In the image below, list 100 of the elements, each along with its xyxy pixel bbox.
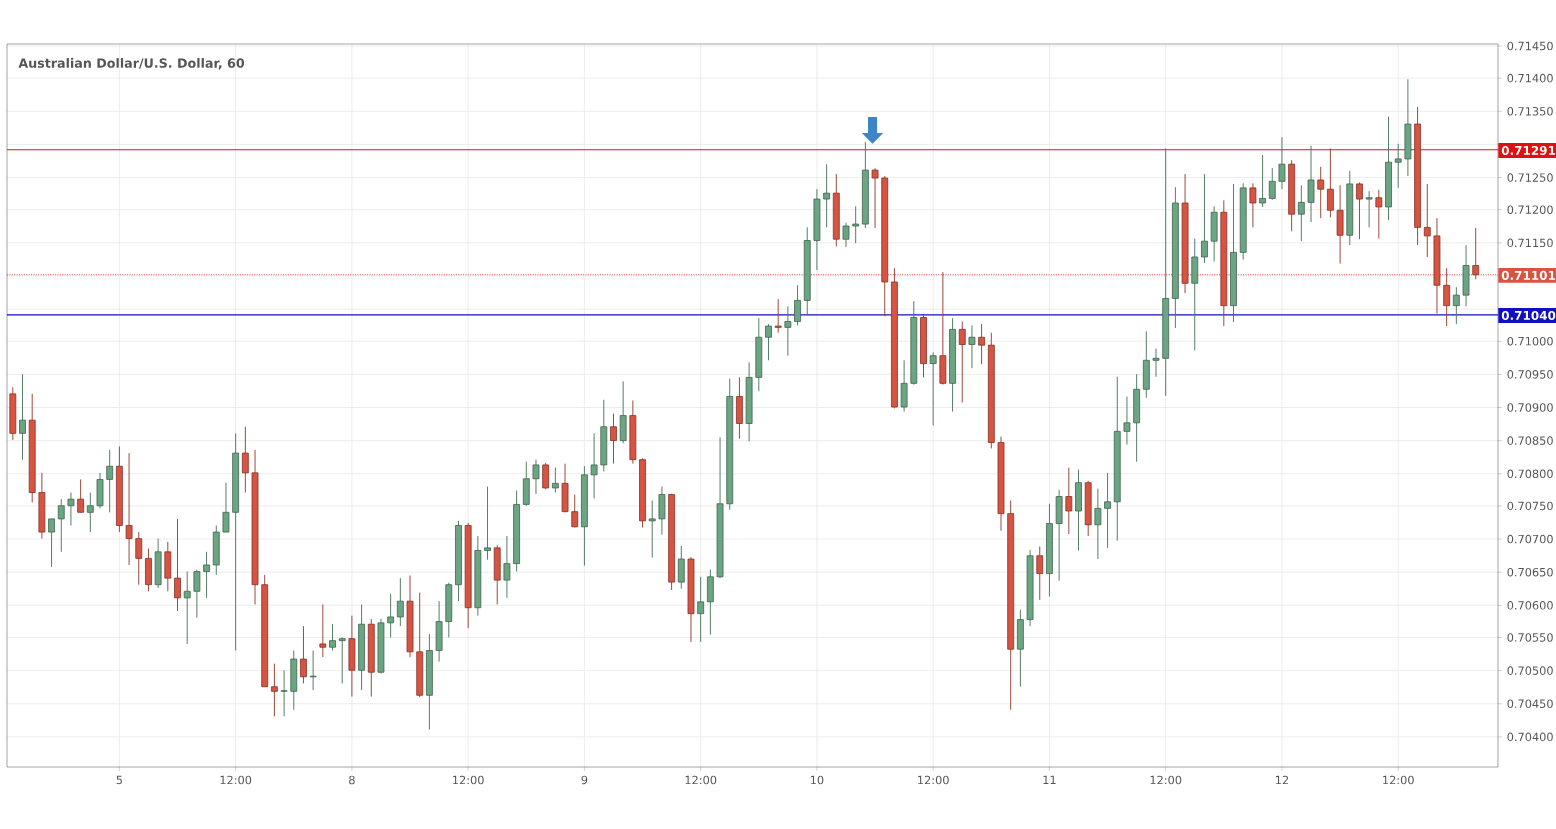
x-tick-label: 12:00 — [220, 775, 252, 785]
ref-line-label: 0.71101 — [1501, 270, 1556, 280]
x-tick-label: 8 — [349, 775, 355, 785]
candlestick — [135, 531, 143, 586]
candlestick — [1278, 136, 1286, 190]
candlestick — [241, 426, 249, 494]
candlestick — [300, 625, 307, 684]
y-tick-label: 0.70950 — [1507, 370, 1553, 379]
candlestick — [958, 321, 966, 403]
candlestick — [610, 413, 617, 465]
candlestick — [77, 478, 85, 513]
candlestick — [794, 284, 801, 326]
candlestick — [1356, 182, 1363, 240]
x-tick-label: 9 — [581, 775, 588, 785]
candlestick — [871, 167, 879, 229]
y-tick-label: 0.70700 — [1507, 534, 1553, 544]
candlestick — [774, 298, 782, 334]
candlestick — [106, 449, 114, 513]
y-tick-label: 0.70500 — [1507, 666, 1553, 675]
candlestick — [1307, 145, 1315, 223]
y-tick-label: 0.71350 — [1507, 106, 1553, 116]
candlestick — [1317, 166, 1325, 219]
candlestick — [900, 359, 908, 413]
candlestick — [1394, 143, 1402, 189]
candlestick — [203, 551, 210, 599]
y-tick-label: 0.70600 — [1507, 601, 1553, 610]
candlestick — [784, 305, 792, 357]
candlestick — [1094, 488, 1102, 560]
candlestick — [125, 452, 133, 566]
candlestick — [387, 593, 395, 638]
candlestick — [1365, 190, 1373, 228]
candlestick — [968, 324, 976, 369]
y-tick-label: 0.70650 — [1507, 567, 1553, 577]
candlestick — [1452, 286, 1460, 325]
y-tick-label: 0.71150 — [1507, 238, 1553, 248]
candlestick — [571, 494, 579, 528]
y-tick-label: 0.70900 — [1507, 403, 1553, 412]
y-tick-label: 0.71250 — [1507, 173, 1553, 182]
y-tick-label: 0.71450 — [1507, 41, 1553, 51]
candlestick — [280, 669, 288, 717]
candlestick — [1375, 189, 1383, 240]
candlestick — [396, 577, 404, 627]
candlestick — [1268, 167, 1276, 201]
candlestick — [319, 603, 327, 658]
candlestick — [19, 373, 26, 461]
y-tick-label: 0.70750 — [1507, 501, 1553, 511]
y-tick-label: 0.70800 — [1507, 469, 1553, 479]
candlestick — [86, 492, 94, 533]
candlestick — [823, 163, 831, 228]
candlestick — [503, 535, 511, 599]
candlestick — [1259, 154, 1266, 208]
candlestick — [697, 576, 705, 643]
candlestick — [1104, 472, 1111, 549]
candlestick — [57, 498, 65, 553]
candlestick — [193, 569, 201, 619]
candlestick — [929, 351, 937, 426]
candlestick — [1123, 396, 1131, 445]
candlestick — [338, 636, 346, 684]
candlestick — [48, 518, 55, 568]
candlestick — [222, 482, 230, 533]
candlestick — [270, 663, 278, 717]
x-tick-label: 12 — [1276, 775, 1289, 785]
candlestick — [590, 432, 598, 499]
candlestick — [183, 571, 191, 645]
y-tick-label: 0.70550 — [1507, 633, 1553, 642]
x-tick-label: 12:00 — [453, 775, 484, 785]
candlestick — [174, 518, 181, 612]
candlestick — [551, 467, 559, 494]
ref-line-label: 0.71040 — [1501, 310, 1556, 320]
y-tick-label: 0.71200 — [1507, 205, 1553, 214]
y-tick-label: 0.70400 — [1507, 732, 1553, 742]
candlestick — [532, 459, 540, 495]
candlestick — [978, 323, 986, 365]
candlestick — [677, 545, 685, 590]
y-tick-label: 0.70450 — [1507, 699, 1553, 709]
candlestick — [765, 323, 772, 361]
ref-line-label: 0.71291 — [1501, 145, 1556, 156]
x-tick-label: 12:00 — [1383, 775, 1414, 785]
candlestick — [1152, 347, 1160, 378]
candlestick — [484, 486, 491, 561]
candlestick — [329, 623, 336, 651]
candlestick — [1326, 147, 1334, 218]
candlestick — [852, 205, 860, 244]
x-tick-label: 12:00 — [918, 775, 949, 785]
x-tick-label: 12:00 — [1150, 775, 1182, 785]
x-tick-label: 5 — [116, 775, 122, 785]
candlestick — [842, 222, 850, 248]
candlestick — [1065, 467, 1073, 535]
candlestick — [1297, 184, 1305, 242]
candlestick — [648, 500, 656, 559]
x-tick-label: 10 — [810, 775, 824, 785]
candlestick — [1249, 182, 1257, 228]
x-tick-label: 11 — [1043, 775, 1056, 784]
candlestick — [1423, 183, 1431, 258]
y-tick-label: 0.71000 — [1507, 336, 1553, 346]
candlestick — [67, 492, 75, 526]
y-tick-label: 0.70850 — [1507, 436, 1553, 445]
candlestick — [542, 462, 550, 490]
candlestick — [1036, 546, 1044, 601]
x-tick-label: 12:00 — [685, 775, 717, 785]
